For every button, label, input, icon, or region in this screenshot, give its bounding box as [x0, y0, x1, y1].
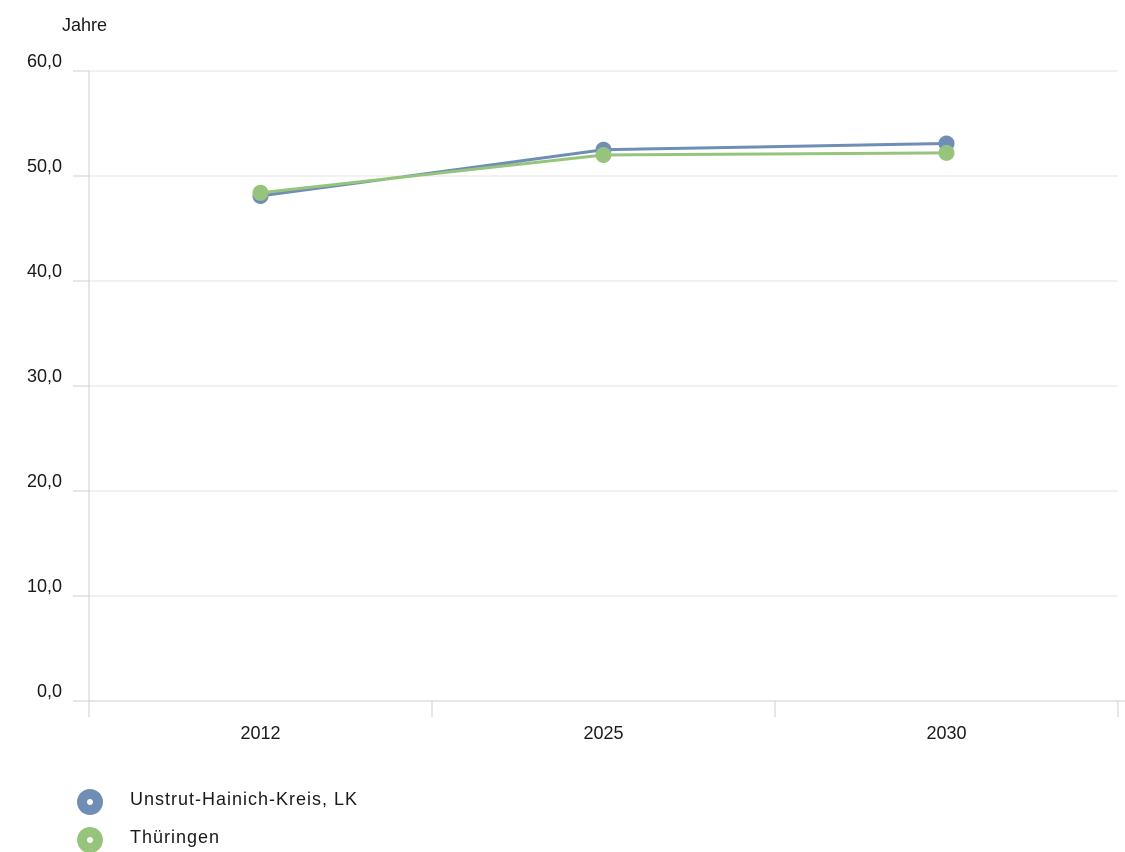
legend-item-2: Thüringen: [77, 827, 220, 852]
series-1: [252, 135, 955, 204]
series: [252, 135, 955, 204]
data-point: [938, 144, 955, 161]
x-tick-labels: 2012 2025 2030: [240, 723, 966, 743]
y-tick-label: 40,0: [27, 261, 62, 281]
legend-item-1: Unstrut-Hainich-Kreis, LK: [77, 789, 358, 815]
y-tick-labels: 0,0 10,0 20,0 30,0 40,0 50,0 60,0: [27, 51, 62, 701]
y-tick-label: 50,0: [27, 156, 62, 176]
x-tick-label: 2025: [583, 723, 623, 743]
y-tick-label: 0,0: [37, 681, 62, 701]
x-tick-label: 2030: [926, 723, 966, 743]
y-tick-label: 60,0: [27, 51, 62, 71]
legend-label: Thüringen: [130, 827, 220, 847]
x-tick-label: 2012: [240, 723, 280, 743]
data-point: [252, 184, 269, 201]
series-2: [252, 144, 955, 201]
legend-label: Unstrut-Hainich-Kreis, LK: [130, 789, 358, 809]
legend-marker-dot: [87, 837, 93, 843]
legend: Unstrut-Hainich-Kreis, LK Thüringen: [77, 789, 358, 852]
y-tick-label: 20,0: [27, 471, 62, 491]
y-tick-label: 10,0: [27, 576, 62, 596]
axes: [73, 70, 1125, 717]
y-axis-unit-label: Jahre: [62, 15, 107, 35]
grid-lines: [89, 70, 1118, 597]
legend-marker-dot: [87, 799, 93, 805]
y-tick-label: 30,0: [27, 366, 62, 386]
data-point: [595, 147, 612, 163]
